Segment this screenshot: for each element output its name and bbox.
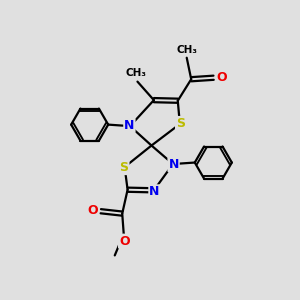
Text: O: O [217, 70, 227, 84]
Text: O: O [119, 235, 130, 248]
Text: N: N [168, 158, 179, 171]
Text: CH₃: CH₃ [125, 68, 146, 78]
Text: S: S [119, 161, 128, 174]
Text: CH₃: CH₃ [176, 45, 197, 55]
Text: O: O [88, 204, 98, 217]
Text: S: S [176, 117, 185, 130]
Text: N: N [124, 119, 135, 132]
Text: N: N [149, 185, 160, 198]
